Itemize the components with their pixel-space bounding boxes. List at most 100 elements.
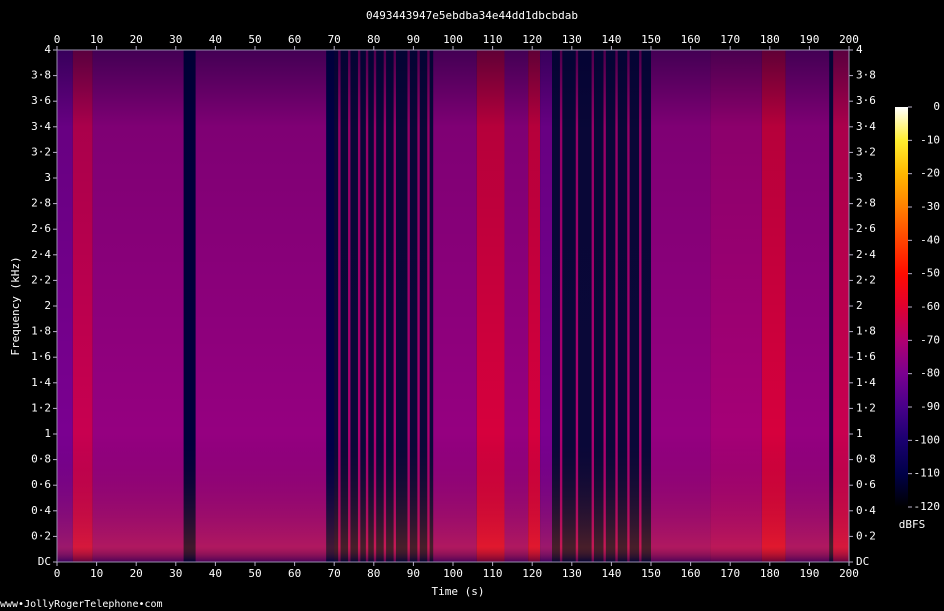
y-tick-label: 1·2: [31, 401, 51, 414]
y-tick-label-right: 2·6: [856, 222, 876, 235]
y-tick-label-right: 2·2: [856, 273, 876, 286]
y-tick-label-right: 3·6: [856, 94, 876, 107]
x-tick-label-top: 50: [248, 33, 261, 46]
x-tick-label-top: 140: [601, 33, 621, 46]
y-tick-label: 2·8: [31, 197, 51, 210]
colorbar-tick-label: -120: [914, 500, 941, 513]
y-tick-label-right: 3·4: [856, 120, 876, 133]
x-tick-label: 160: [681, 567, 701, 580]
x-tick-label: 130: [562, 567, 582, 580]
y-tick-label: 2·6: [31, 222, 51, 235]
x-tick-label-top: 70: [328, 33, 341, 46]
x-tick-label: 80: [367, 567, 380, 580]
y-tick-label-right: DC: [856, 555, 869, 568]
y-tick-label: 4: [44, 43, 51, 56]
x-tick-label-top: 20: [130, 33, 143, 46]
y-tick-label: 1·8: [31, 325, 51, 338]
y-tick-label-right: 4: [856, 43, 863, 56]
x-tick-label-top: 80: [367, 33, 380, 46]
x-tick-label-top: 150: [641, 33, 661, 46]
x-axis-label: Time (s): [432, 585, 485, 598]
y-tick-label: 3: [44, 171, 51, 184]
x-tick-label-top: 100: [443, 33, 463, 46]
y-tick-label: 3·6: [31, 94, 51, 107]
x-tick-label: 50: [248, 567, 261, 580]
y-tick-label-right: 1·2: [856, 401, 876, 414]
y-tick-label-right: 1·4: [856, 376, 876, 389]
y-tick-label: 1: [44, 427, 51, 440]
x-tick-label-top: 40: [209, 33, 222, 46]
colorbar-label: dBFS: [899, 518, 926, 531]
x-tick-label-top: 120: [522, 33, 542, 46]
x-tick-label: 150: [641, 567, 661, 580]
x-tick-label: 90: [407, 567, 420, 580]
colorbar-tick-label: -60: [920, 300, 940, 313]
y-tick-label: DC: [38, 555, 51, 568]
x-tick-label-top: 0: [54, 33, 61, 46]
y-tick-label-right: 2: [856, 299, 863, 312]
x-tick-label: 120: [522, 567, 542, 580]
x-tick-label-top: 60: [288, 33, 301, 46]
y-tick-label-right: 0·4: [856, 504, 876, 517]
x-tick-label: 100: [443, 567, 463, 580]
colorbar-tick-label: -30: [920, 200, 940, 213]
y-tick-label-right: 2·4: [856, 248, 876, 261]
y-tick-label-right: 0·6: [856, 478, 876, 491]
colorbar-tick-label: 0: [933, 100, 940, 113]
watermark: www•JollyRogerTelephone•com: [0, 599, 163, 610]
colorbar-tick-label: -110: [914, 467, 941, 480]
y-tick-label: 1·4: [31, 376, 51, 389]
y-tick-label-right: 3·8: [856, 69, 876, 82]
y-tick-label: 0·4: [31, 504, 51, 517]
x-tick-label: 70: [328, 567, 341, 580]
x-tick-label-top: 160: [681, 33, 701, 46]
colorbar-tick-label: -10: [920, 133, 940, 146]
colorbar: [895, 107, 908, 507]
y-tick-label: 2·2: [31, 273, 51, 286]
colorbar-tick-label: -100: [914, 433, 941, 446]
x-tick-label: 30: [169, 567, 182, 580]
x-tick-label: 170: [720, 567, 740, 580]
x-tick-label: 10: [90, 567, 103, 580]
x-tick-label-top: 90: [407, 33, 420, 46]
colorbar-tick-label: -80: [920, 367, 940, 380]
y-tick-label-right: 0·2: [856, 529, 876, 542]
y-tick-label: 2: [44, 299, 51, 312]
plot-shading: [57, 50, 849, 562]
y-tick-label: 3·2: [31, 145, 51, 158]
y-tick-label: 0·6: [31, 478, 51, 491]
x-tick-label-top: 190: [799, 33, 819, 46]
x-tick-label-top: 200: [839, 33, 859, 46]
x-tick-label: 180: [760, 567, 780, 580]
y-tick-label-right: 1·8: [856, 325, 876, 338]
colorbar-tick-label: -20: [920, 167, 940, 180]
y-tick-label: 1·6: [31, 350, 51, 363]
y-axis-label: Frequency (kHz): [9, 256, 22, 355]
y-tick-label-right: 1: [856, 427, 863, 440]
x-tick-label: 140: [601, 567, 621, 580]
y-tick-label-right: 2·8: [856, 197, 876, 210]
y-tick-label: 0·8: [31, 453, 51, 466]
x-tick-label-top: 110: [483, 33, 503, 46]
x-tick-label: 60: [288, 567, 301, 580]
y-tick-label-right: 0·8: [856, 453, 876, 466]
chart-title: 0493443947e5ebdba34e44dd1dbcbdab: [366, 9, 578, 22]
y-tick-label: 2·4: [31, 248, 51, 261]
colorbar-tick-label: -70: [920, 333, 940, 346]
y-tick-label: 3·4: [31, 120, 51, 133]
x-tick-label: 190: [799, 567, 819, 580]
y-tick-label-right: 1·6: [856, 350, 876, 363]
y-tick-label: 3·8: [31, 69, 51, 82]
x-tick-label: 110: [483, 567, 503, 580]
x-tick-label-top: 180: [760, 33, 780, 46]
x-tick-label: 200: [839, 567, 859, 580]
y-tick-label: 0·2: [31, 529, 51, 542]
x-tick-label: 40: [209, 567, 222, 580]
x-tick-label: 20: [130, 567, 143, 580]
colorbar-tick-label: -90: [920, 400, 940, 413]
y-tick-label-right: 3·2: [856, 145, 876, 158]
colorbar-tick-label: -50: [920, 267, 940, 280]
colorbar-tick-label: -40: [920, 233, 940, 246]
x-tick-label-top: 30: [169, 33, 182, 46]
